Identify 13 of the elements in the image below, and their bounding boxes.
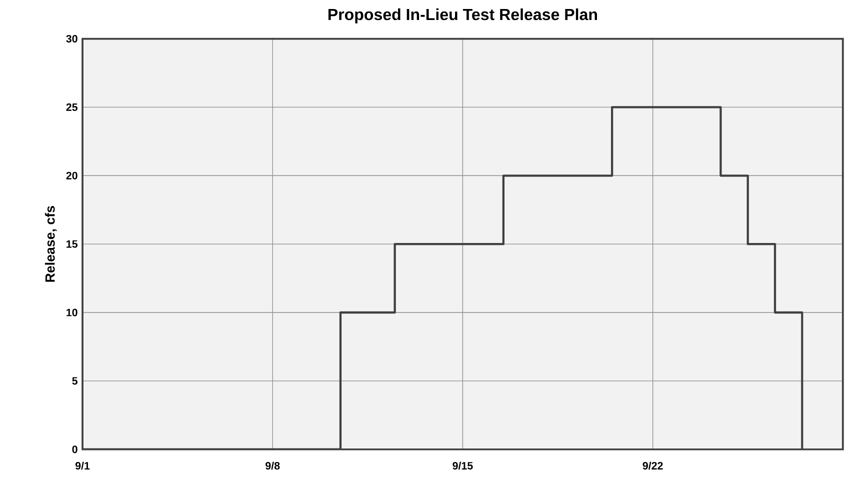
y-axis-title: Release, cfs	[44, 206, 57, 282]
y-tick-label: 25	[66, 104, 78, 112]
y-tick-label: 30	[66, 35, 78, 43]
x-tick-label: 9/22	[642, 462, 663, 470]
y-tick-label: 5	[72, 377, 78, 385]
chart-title: Proposed In-Lieu Test Release Plan	[328, 8, 597, 24]
y-tick-label: 20	[66, 172, 78, 180]
y-tick-label: 15	[66, 240, 78, 248]
x-tick-label: 9/8	[266, 462, 280, 470]
y-tick-label: 10	[66, 308, 78, 316]
x-tick-label: 9/1	[75, 462, 90, 470]
x-tick-label: 9/15	[452, 462, 473, 470]
y-tick-label: 0	[72, 446, 78, 454]
